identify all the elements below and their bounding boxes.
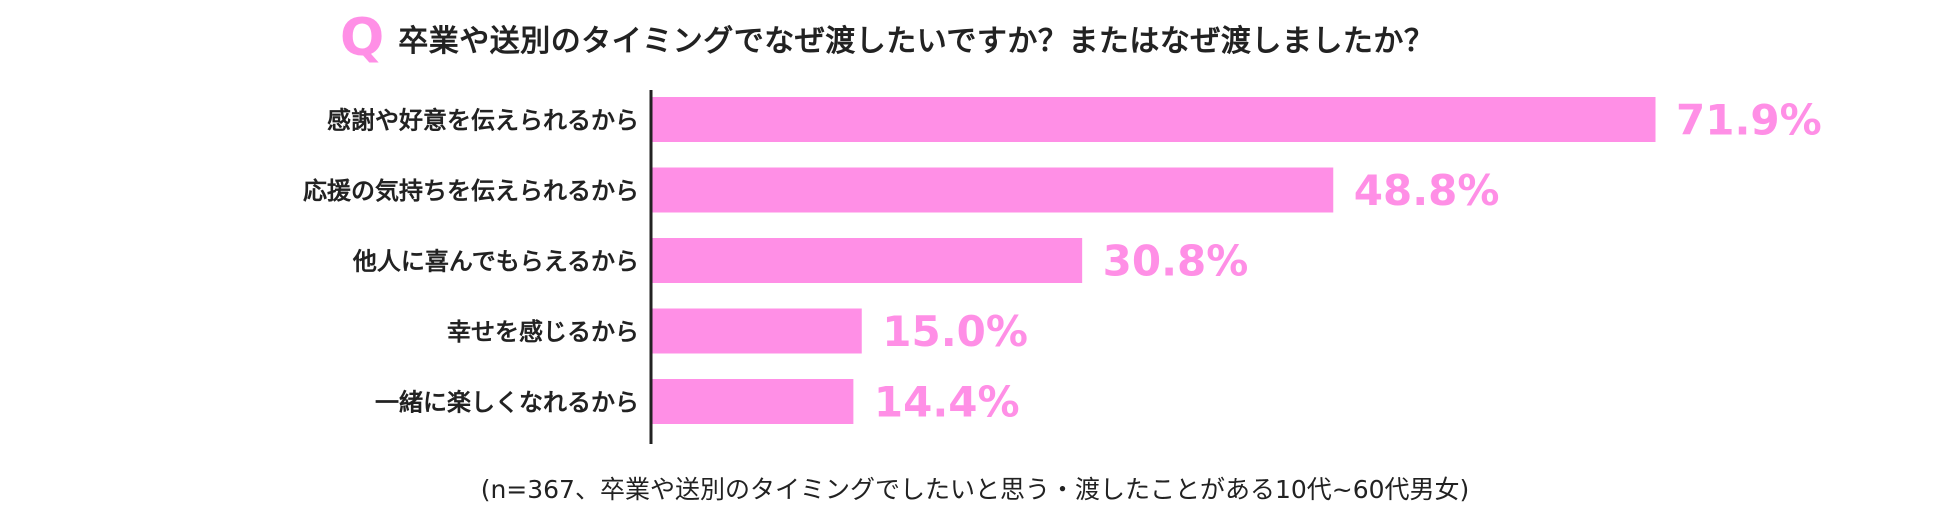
- category-label-4: 幸せを感じるから: [447, 318, 639, 346]
- question-header: Q 卒業や送別のタイミングでなぜ渡したいですか？またはなぜ渡しましたか？: [340, 8, 1434, 68]
- bar-5: [652, 379, 854, 424]
- question-title: 卒業や送別のタイミングでなぜ渡したいですか？またはなぜ渡しましたか？: [398, 24, 1435, 59]
- bar-1: [652, 97, 1656, 142]
- bar-4: [652, 308, 862, 354]
- value-label-5: 14.4%: [874, 378, 1020, 427]
- category-label-1: 感謝や好意を伝えられるから: [327, 107, 639, 135]
- value-label-2: 48.8%: [1354, 166, 1500, 215]
- sample-footnote: (n=367、卒業や送別のタイミングでしたいと思う・渡したことがある10代~60…: [480, 475, 1470, 504]
- category-label-5: 一緒に楽しくなれるから: [375, 389, 639, 417]
- bar-2: [652, 167, 1334, 213]
- question-mark-label: Q: [340, 8, 385, 68]
- category-label-3: 他人に喜んでもらえるから: [352, 248, 639, 276]
- value-label-4: 15.0%: [882, 307, 1028, 356]
- category-label-2: 応援の気持ちを伝えられるから: [303, 177, 639, 205]
- value-label-1: 71.9%: [1676, 96, 1822, 145]
- value-label-3: 30.8%: [1103, 237, 1249, 286]
- bar-3: [652, 238, 1083, 283]
